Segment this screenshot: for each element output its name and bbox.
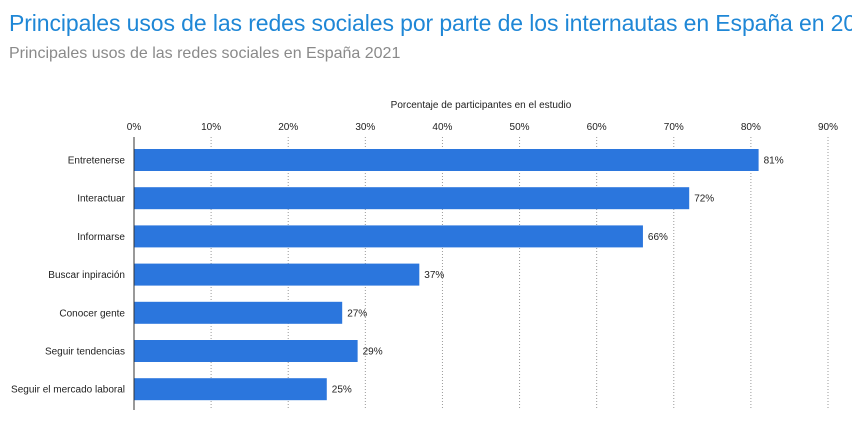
bar	[134, 301, 343, 324]
x-tick-label: 80%	[741, 122, 761, 133]
category-label: Buscar inpiración	[48, 270, 125, 281]
data-label: 27%	[347, 308, 367, 319]
data-label: 81%	[764, 156, 784, 167]
x-axis-label: Porcentaje de participantes en el estudi…	[391, 100, 572, 111]
category-label: Conocer gente	[59, 308, 125, 319]
bar	[134, 378, 327, 401]
bar	[134, 263, 420, 286]
bar	[134, 340, 358, 362]
bar	[134, 225, 643, 248]
category-label: Seguir el mercado laboral	[11, 385, 125, 396]
category-label: Interactuar	[77, 194, 125, 205]
data-label: 72%	[694, 194, 714, 205]
x-tick-label: 10%	[201, 122, 221, 133]
chart-subtitle: Principales usos de las redes sociales e…	[9, 45, 401, 62]
x-tick-label: 20%	[278, 122, 298, 133]
bar	[134, 187, 690, 210]
x-tick-label: 70%	[664, 122, 684, 133]
bar	[134, 149, 759, 171]
category-label: Informarse	[77, 232, 125, 243]
x-tick-label: 50%	[510, 122, 530, 133]
x-tick-label: 30%	[355, 122, 375, 133]
category-label: Seguir tendencias	[45, 347, 125, 358]
x-tick-label: 90%	[818, 122, 838, 133]
data-label: 66%	[648, 232, 668, 243]
x-tick-label: 60%	[587, 122, 607, 133]
data-label: 37%	[424, 270, 444, 281]
x-tick-label: 0%	[127, 122, 142, 133]
data-label: 29%	[363, 347, 383, 358]
data-label: 25%	[332, 385, 352, 396]
x-tick-label: 40%	[432, 122, 452, 133]
category-label: Entretenerse	[68, 156, 126, 167]
chart-title: Principales usos de las redes sociales p…	[9, 10, 852, 36]
